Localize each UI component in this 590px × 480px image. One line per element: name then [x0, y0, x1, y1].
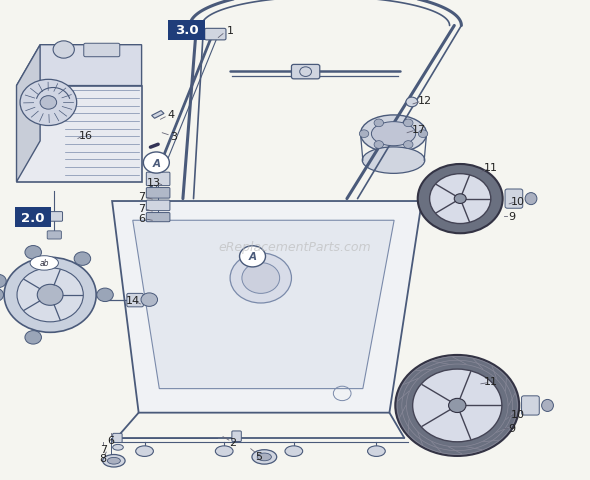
Circle shape [230, 253, 291, 303]
FancyBboxPatch shape [46, 212, 63, 222]
Circle shape [242, 263, 280, 294]
FancyBboxPatch shape [522, 396, 539, 415]
Polygon shape [112, 202, 422, 413]
Circle shape [141, 293, 158, 307]
Circle shape [406, 98, 418, 108]
Text: 10: 10 [511, 409, 525, 419]
FancyBboxPatch shape [146, 201, 170, 211]
FancyBboxPatch shape [84, 44, 120, 58]
FancyBboxPatch shape [205, 29, 226, 41]
FancyBboxPatch shape [232, 431, 241, 442]
Ellipse shape [542, 399, 553, 412]
Circle shape [143, 153, 169, 174]
Ellipse shape [215, 446, 233, 456]
Circle shape [25, 246, 41, 260]
Text: 6: 6 [138, 214, 145, 223]
Text: 1: 1 [227, 26, 234, 36]
Ellipse shape [360, 116, 427, 153]
Text: 6: 6 [107, 435, 114, 444]
Polygon shape [152, 111, 164, 119]
Ellipse shape [372, 122, 415, 146]
FancyBboxPatch shape [146, 173, 170, 186]
Circle shape [454, 194, 466, 204]
Text: A: A [152, 158, 160, 168]
FancyBboxPatch shape [15, 208, 51, 228]
Circle shape [395, 355, 519, 456]
Text: 7: 7 [138, 204, 145, 214]
Circle shape [374, 120, 384, 127]
Text: 16: 16 [78, 131, 93, 140]
Ellipse shape [368, 446, 385, 456]
Polygon shape [17, 46, 142, 86]
Text: 9: 9 [509, 423, 516, 433]
Text: 2.0: 2.0 [21, 211, 45, 225]
Text: eReplacementParts.com: eReplacementParts.com [219, 240, 371, 254]
Ellipse shape [362, 148, 425, 174]
Text: 11: 11 [484, 163, 498, 173]
Text: 11: 11 [484, 377, 498, 386]
Ellipse shape [285, 446, 303, 456]
Ellipse shape [257, 453, 271, 461]
Circle shape [418, 165, 503, 234]
FancyBboxPatch shape [127, 294, 143, 307]
Ellipse shape [136, 446, 153, 456]
Text: 14: 14 [126, 295, 140, 305]
FancyBboxPatch shape [505, 190, 523, 209]
Text: 13: 13 [146, 178, 160, 187]
Circle shape [25, 331, 41, 344]
Circle shape [53, 42, 74, 59]
Circle shape [240, 246, 266, 267]
Circle shape [74, 252, 91, 266]
Text: 7: 7 [138, 192, 145, 202]
Ellipse shape [252, 450, 277, 464]
Circle shape [40, 96, 57, 110]
Ellipse shape [107, 457, 120, 464]
Text: 9: 9 [509, 212, 516, 222]
Text: 7: 7 [100, 444, 107, 454]
Polygon shape [17, 86, 142, 182]
Text: 3: 3 [171, 132, 178, 142]
Polygon shape [17, 46, 40, 182]
FancyBboxPatch shape [146, 188, 170, 199]
FancyBboxPatch shape [168, 21, 205, 41]
Circle shape [359, 131, 369, 138]
Circle shape [97, 288, 113, 302]
Text: 3.0: 3.0 [175, 24, 198, 37]
Ellipse shape [113, 444, 123, 450]
Ellipse shape [525, 193, 537, 205]
Text: 8: 8 [100, 454, 107, 463]
Circle shape [4, 258, 96, 333]
Polygon shape [133, 221, 394, 389]
FancyBboxPatch shape [47, 231, 61, 240]
Text: 4: 4 [168, 110, 175, 120]
Circle shape [0, 288, 4, 302]
Circle shape [412, 369, 502, 442]
Circle shape [20, 80, 77, 126]
FancyBboxPatch shape [291, 65, 320, 80]
Text: A: A [248, 252, 257, 262]
Text: 10: 10 [511, 197, 525, 206]
Text: 17: 17 [412, 125, 426, 134]
Ellipse shape [30, 256, 58, 271]
Circle shape [374, 142, 384, 149]
FancyBboxPatch shape [113, 433, 122, 443]
Circle shape [448, 398, 466, 413]
Circle shape [37, 285, 63, 306]
Circle shape [404, 120, 413, 127]
FancyBboxPatch shape [146, 213, 170, 222]
Ellipse shape [103, 455, 125, 467]
Circle shape [17, 268, 83, 322]
Circle shape [430, 174, 491, 224]
Circle shape [404, 142, 413, 149]
Text: 12: 12 [418, 96, 432, 106]
Circle shape [418, 131, 428, 138]
Text: 2: 2 [230, 438, 237, 447]
Circle shape [0, 275, 6, 288]
Text: 5: 5 [255, 451, 262, 461]
Text: ab: ab [40, 259, 49, 268]
